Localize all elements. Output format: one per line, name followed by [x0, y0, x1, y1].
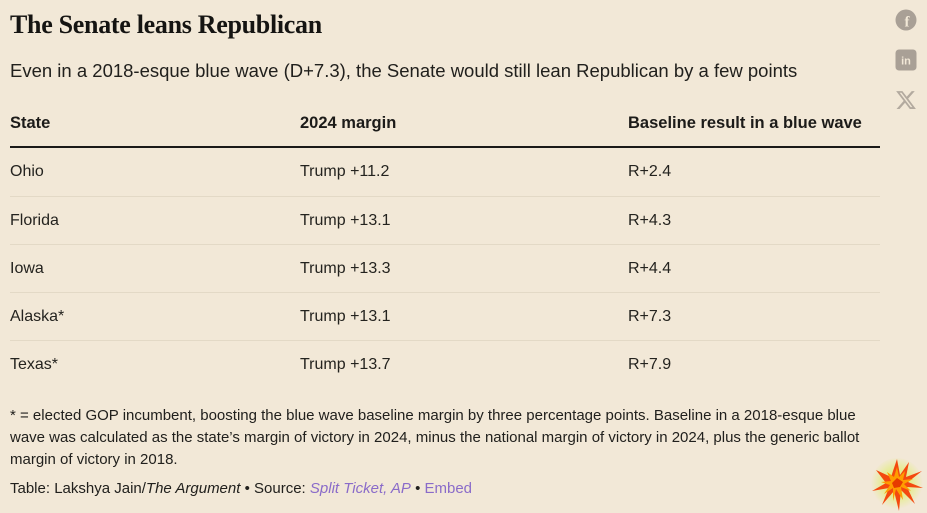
cell-state: Florida [10, 211, 59, 229]
cell-baseline: R+2.4 [628, 163, 672, 180]
cell-state: Texas* [10, 355, 59, 373]
attribution-publication: The Argument [145, 480, 241, 498]
attribution-dot: • [240, 480, 255, 498]
attribution: Table: Lakshya Jain/The Argument • Sourc… [10, 480, 917, 497]
cell-margin: Trump +13.1 [300, 211, 391, 229]
embed-link[interactable]: Embed [424, 480, 473, 498]
cell-margin: Trump +13.7 [300, 355, 391, 373]
cell-baseline: R+7.9 [628, 355, 672, 373]
column-header-state: State [10, 114, 51, 132]
facebook-icon[interactable]: f [895, 9, 917, 31]
svg-text:f: f [905, 15, 911, 31]
cell-margin: Trump +13.1 [300, 307, 391, 325]
page-title: The Senate leans Republican [10, 10, 322, 39]
table-row: Ohio Trump +11.2 R+2.4 [10, 148, 880, 196]
attribution-source-label: Source: [254, 480, 310, 498]
attribution-table-label: Table: Lakshya Jain/ [10, 480, 146, 498]
split-ticket-link[interactable]: Split Ticket, AP [309, 480, 411, 498]
footnote: * = elected GOP incumbent, boosting the … [10, 407, 860, 469]
column-header-2024-margin: 2024 margin [300, 114, 397, 132]
cell-baseline: R+7.3 [628, 307, 672, 325]
share-rail: f in [895, 9, 917, 111]
svg-text:in: in [901, 56, 911, 68]
cell-margin: Trump +13.3 [300, 259, 391, 277]
table-row: Iowa Trump +13.3 R+4.4 [10, 244, 880, 292]
data-table: State 2024 margin Baseline result in a b… [10, 107, 880, 388]
cell-baseline: R+4.4 [628, 259, 672, 277]
column-header-baseline: Baseline result in a blue wave [628, 114, 862, 132]
cell-margin: Trump +11.2 [300, 163, 390, 180]
cell-state: Ohio [10, 163, 44, 180]
table-row: Alaska* Trump +13.1 R+7.3 [10, 292, 880, 340]
cell-state: Alaska* [10, 307, 65, 325]
cell-baseline: R+4.3 [628, 211, 672, 229]
x-icon[interactable] [895, 89, 917, 111]
table-row: Texas* Trump +13.7 R+7.9 [10, 340, 880, 388]
attribution-dot: • [410, 480, 425, 498]
table-row: Florida Trump +13.1 R+4.3 [10, 196, 880, 244]
page-subtitle: Even in a 2018-esque blue wave (D+7.3), … [10, 60, 798, 81]
table-header-row: State 2024 margin Baseline result in a b… [10, 107, 880, 148]
argument-starburst-logo[interactable] [870, 458, 924, 512]
linkedin-icon[interactable]: in [895, 49, 917, 71]
cell-state: Iowa [10, 259, 44, 277]
